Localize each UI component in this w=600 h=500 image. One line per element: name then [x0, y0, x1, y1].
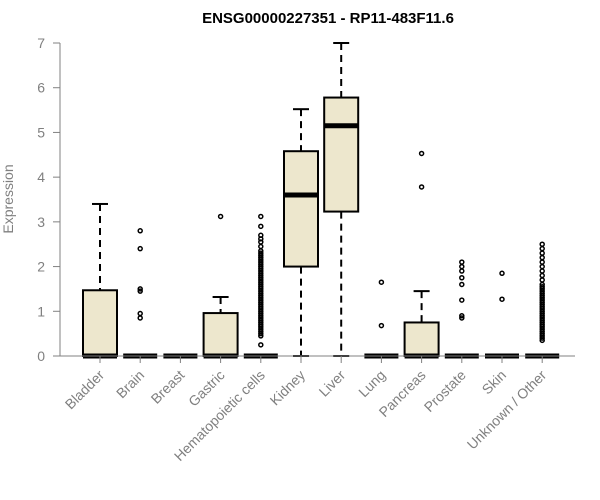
box-lung — [364, 279, 399, 359]
outlier-point — [499, 296, 505, 302]
outlier-point — [539, 254, 545, 261]
y-axis: 0 1 2 3 4 5 6 7 — [37, 35, 61, 364]
outlier-point — [258, 239, 264, 245]
y-tick-label: 0 — [37, 348, 45, 364]
outlier-point — [459, 281, 465, 288]
outlier-point — [459, 263, 465, 270]
x-tick-label: Breast — [148, 367, 188, 407]
box-kidney — [283, 108, 319, 357]
outlier-point — [137, 288, 143, 294]
x-tick-label: Prostate — [421, 367, 469, 415]
x-tick-label: Brain — [113, 367, 147, 401]
box-brain — [123, 228, 158, 359]
y-tick-label: 1 — [37, 303, 45, 319]
y-tick-label: 6 — [37, 80, 45, 96]
y-axis-label: Expression — [0, 164, 16, 233]
x-tick-label: Lung — [355, 367, 388, 400]
outlier-point — [539, 241, 545, 247]
box-iqr — [283, 150, 319, 268]
chart-title: ENSG00000227351 - RP11-483F11.6 — [202, 10, 454, 27]
box-prostate — [444, 259, 479, 359]
y-tick-label: 5 — [37, 124, 45, 140]
box-gastric — [202, 213, 239, 359]
outlier-point — [539, 277, 545, 283]
outlier-point — [378, 322, 385, 329]
outlier-point — [137, 245, 143, 252]
x-tick-label: Bladder — [62, 367, 108, 413]
box-iqr — [323, 96, 360, 213]
outlier-point — [258, 213, 264, 220]
outlier-point — [137, 286, 143, 292]
outlier-point — [539, 245, 545, 252]
boxes-layer — [82, 42, 560, 359]
outlier-point — [459, 275, 465, 281]
outlier-point — [258, 232, 264, 239]
outlier-point — [539, 283, 545, 290]
outlier-point — [418, 184, 425, 190]
box-unknown-other — [525, 241, 560, 359]
outlier-point — [539, 268, 545, 274]
outlier-point — [258, 243, 264, 250]
outlier-point — [459, 313, 465, 319]
box-hematopoietic-cells — [243, 213, 278, 359]
y-tick-label: 2 — [37, 259, 45, 275]
x-tick-label: Kidney — [267, 367, 309, 409]
x-tick-label: Liver — [316, 367, 349, 400]
outlier-point — [459, 259, 465, 265]
outlier-point — [539, 263, 545, 270]
x-tick-label: Skin — [479, 367, 510, 398]
box-liver — [323, 42, 360, 357]
outlier-point — [459, 315, 465, 321]
outlier-point — [137, 310, 143, 317]
outlier-point — [378, 279, 385, 285]
outlier-point — [258, 223, 264, 230]
outlier-point — [459, 268, 465, 274]
y-tick-label: 4 — [37, 169, 45, 185]
outlier-point — [539, 250, 545, 256]
outlier-point — [459, 297, 465, 303]
outlier-point — [539, 272, 545, 279]
outlier-point — [137, 315, 143, 321]
box-iqr — [403, 321, 440, 358]
box-pancreas — [403, 150, 440, 359]
box-iqr — [202, 312, 239, 357]
box-bladder — [82, 202, 118, 359]
outlier-point — [539, 259, 545, 265]
outlier-point — [499, 270, 505, 277]
outlier-point — [137, 228, 143, 234]
outlier-point — [217, 213, 224, 220]
y-tick-label: 7 — [37, 35, 45, 51]
box-skin — [485, 270, 519, 359]
y-tick-label: 3 — [37, 214, 45, 230]
outlier-point — [258, 250, 264, 256]
box-iqr — [82, 289, 118, 357]
outlier-point — [258, 342, 264, 348]
outlier-point — [418, 150, 425, 157]
